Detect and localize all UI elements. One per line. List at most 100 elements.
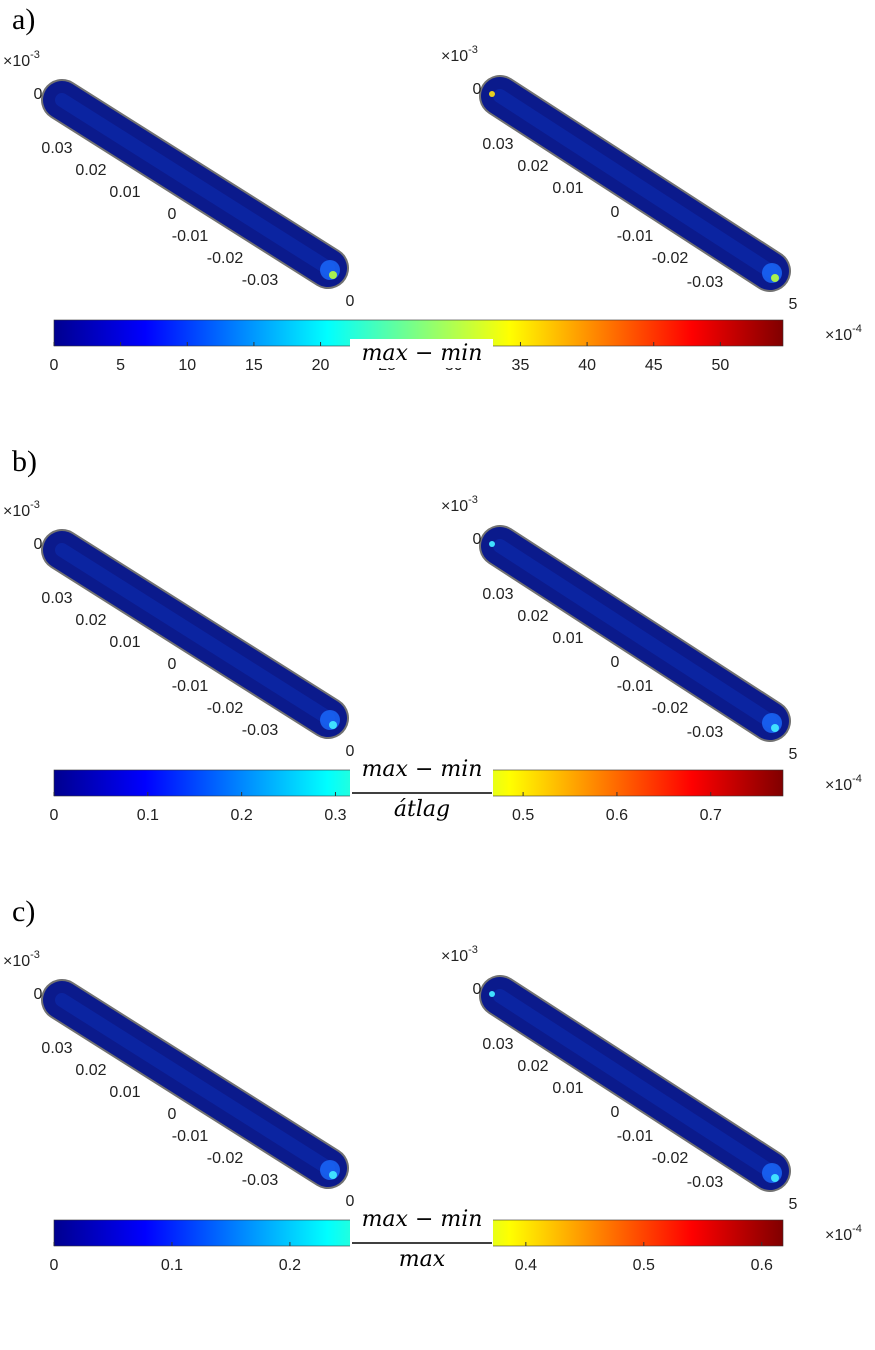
axis-tick-label: 0.02	[75, 162, 106, 179]
axis-tick-label: 5	[789, 1196, 798, 1213]
rod-shade	[493, 89, 777, 278]
axis-tick-label: 0.03	[482, 586, 513, 603]
axis-tick-label: 0.01	[552, 180, 583, 197]
multiplier-power: -3	[468, 44, 478, 56]
multiplier-base: ×10	[3, 53, 30, 70]
plot-3d: ×10-3 0 0.030.020.01 0 -0.01 -0.02 -0.03 0	[3, 949, 355, 1210]
multiplier-base: ×10	[3, 503, 30, 520]
axis-tick-label: 0	[34, 536, 43, 553]
multiplier: ×10-3	[441, 494, 478, 515]
multiplier-base: ×10	[441, 948, 468, 965]
axis-tick-label: 0	[473, 81, 482, 98]
axis-tick-label: 0.03	[482, 1036, 513, 1053]
axis-tick-label: -0.02	[652, 1150, 689, 1167]
multiplier: ×10-3	[3, 949, 40, 970]
axis-tick-label: 0.02	[517, 1058, 548, 1075]
axis-tick-label: -0.02	[652, 700, 689, 717]
multiplier-power: -3	[468, 944, 478, 956]
colorbar-tick-label: 0.2	[231, 807, 253, 824]
axis-tick-label: 0	[346, 293, 355, 310]
axis-tick-label: -0.01	[172, 1128, 209, 1145]
axis-tick-label: 0	[346, 1193, 355, 1210]
axis-tick-label: 0.01	[109, 184, 140, 201]
axis-tick-label: 0.01	[552, 630, 583, 647]
colorbar-tick-label: 40	[578, 357, 596, 374]
panel-label: a)	[12, 3, 35, 36]
multiplier-power: -3	[468, 494, 478, 506]
colorbar-label-denominator: átlag	[394, 797, 450, 822]
colorbar-tick-label: 0.7	[700, 807, 722, 824]
axis-tick-label: 0.03	[482, 136, 513, 153]
panel: a)×10-300.030.020.010-0.01-0.02-0.030×10…	[3, 3, 862, 374]
axis-tick-label: 0.02	[517, 158, 548, 175]
colorbar-tick-label: 0.1	[137, 807, 159, 824]
colorbar-tick-label: 15	[245, 357, 263, 374]
rod-end-spot	[771, 1174, 779, 1182]
axis-tick-label: 0	[611, 1104, 620, 1121]
colorbar-tick-label: 0.5	[633, 1257, 655, 1274]
rod-shade	[55, 993, 335, 1175]
rod-end-spot	[329, 1171, 337, 1179]
multiplier-power: -3	[30, 949, 40, 961]
multiplier-base: ×10	[441, 48, 468, 65]
colorbar-tick-label: 0	[50, 357, 59, 374]
label-background	[350, 1207, 493, 1277]
plot-3d: ×10-3 0 0.030.020.01 0 -0.01 -0.02 -0.03 5	[441, 944, 798, 1213]
colorbar-tick-label: 35	[512, 357, 530, 374]
multiplier-power: -4	[852, 323, 862, 335]
axis-tick-label: 5	[789, 296, 798, 313]
colorbar-tick-label: 0.6	[751, 1257, 773, 1274]
multiplier: ×10-3	[441, 944, 478, 965]
rod-end-spot	[771, 724, 779, 732]
colorbar-tick-label: 5	[116, 357, 125, 374]
colorbar-tick-label: 0.1	[161, 1257, 183, 1274]
axis-tick-label: 0	[34, 86, 43, 103]
rod-start-spot	[489, 91, 495, 97]
rod-end-spot	[771, 274, 779, 282]
multiplier-power: -4	[852, 1223, 862, 1235]
rod-end-spot	[329, 271, 337, 279]
plot-3d: ×10-3 0 0.030.020.01 0 -0.01 -0.02 -0.03 5	[441, 494, 798, 763]
axis-tick-label: -0.03	[242, 722, 279, 739]
colorbar-tick-label: 0	[50, 1257, 59, 1274]
colorbar-tick-label: 10	[178, 357, 196, 374]
axis-tick-label: 0.01	[109, 1084, 140, 1101]
axis-tick-label: 0	[473, 531, 482, 548]
multiplier-base: ×10	[3, 953, 30, 970]
axis-tick-label: -0.03	[242, 272, 279, 289]
axis-tick-label: 0	[168, 656, 177, 673]
multiplier-base: ×10	[825, 327, 852, 344]
panel: b)×10-300.030.020.010-0.01-0.02-0.030×10…	[3, 445, 862, 827]
axis-tick-label: -0.03	[687, 274, 724, 291]
axis-tick-label: 5	[789, 746, 798, 763]
axis-tick-label: -0.02	[207, 1150, 244, 1167]
multiplier-power: -3	[30, 499, 40, 511]
axis-tick-label: 0.02	[517, 608, 548, 625]
multiplier-power: -4	[852, 773, 862, 785]
axis-tick-label: 0.03	[41, 590, 72, 607]
multiplier-base: ×10	[441, 498, 468, 515]
rod-shade	[493, 539, 777, 728]
axis-tick-label: 0.02	[75, 1062, 106, 1079]
multiplier-power: -3	[30, 49, 40, 61]
panel: c)×10-300.030.020.010-0.01-0.02-0.030×10…	[3, 895, 862, 1277]
axis-tick-label: -0.01	[617, 228, 654, 245]
rod-shade	[55, 93, 335, 275]
colorbar-label-numerator: max − min	[362, 757, 483, 782]
colorbar-tick-label: 0.3	[324, 807, 346, 824]
multiplier-base: ×10	[825, 777, 852, 794]
multiplier-base: ×10	[825, 1227, 852, 1244]
colorbar-label: max − min	[362, 341, 483, 366]
axis-tick-label: -0.01	[617, 1128, 654, 1145]
axis-tick-label: -0.03	[687, 1174, 724, 1191]
axis-tick-label: 0.01	[109, 634, 140, 651]
panel-label: c)	[12, 895, 35, 928]
label-background	[350, 757, 493, 827]
colorbar-tick-label: 0	[50, 807, 59, 824]
plot-3d: ×10-3 0 0.030.020.01 0 -0.01 -0.02 -0.03 5	[441, 44, 798, 313]
plot-3d: ×10-3 0 0.030.020.01 0 -0.01 -0.02 -0.03 0	[3, 49, 355, 310]
axis-tick-label: -0.02	[652, 250, 689, 267]
axis-tick-label: -0.03	[242, 1172, 279, 1189]
axis-tick-label: -0.02	[207, 250, 244, 267]
